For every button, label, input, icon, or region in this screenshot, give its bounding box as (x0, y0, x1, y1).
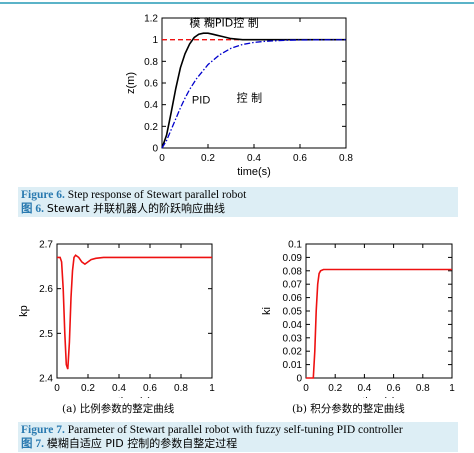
y-axis-label: kp (18, 305, 30, 317)
x-tick-label: 0.2 (328, 383, 342, 394)
top-rule (0, 2, 474, 4)
figure6-title-en: Step response of Stewart parallel robot (67, 189, 247, 201)
x-tick-label: 1 (449, 383, 455, 394)
step-response-chart: 0 0.2 0.4 0.6 0.8 0 0.2 0.4 0.6 0.8 1 1.2 time(s) z(m… (125, 14, 353, 179)
y-tick-label: 0.4 (144, 100, 158, 111)
y-tick-label: 0 (296, 374, 302, 385)
y-tick-label: 0 (152, 144, 158, 155)
y-tick-label: 0.2 (144, 122, 158, 133)
y-axis-label: z(m) (125, 72, 137, 94)
x-tick-label: 0.8 (416, 383, 430, 394)
x-tick-label: 0.4 (357, 383, 371, 394)
y-axis-label: ki (261, 307, 273, 315)
y-tick-label: 0.06 (283, 293, 303, 304)
y-tick-label: 0.04 (283, 320, 303, 331)
figure7-title-zh: 模糊自适应 PID 控制的参数自整定过程 (46, 437, 238, 450)
y-tick-label: 0.07 (283, 280, 303, 291)
annotation-control: 控 制 (237, 90, 263, 104)
figure7-label-zh: 图 7. (21, 438, 44, 450)
y-tick-label: 0.8 (144, 57, 158, 68)
subcaption-a: (a) 比例参数的整定曲线 (62, 403, 175, 415)
y-tick-label: 1 (152, 35, 158, 46)
y-tick-label: 0.03 (283, 333, 303, 344)
y-tick-label: 0.05 (283, 307, 303, 318)
series-line-0 (57, 254, 212, 370)
x-tick-label: 0 (303, 383, 309, 394)
y-tick-label: 0.1 (288, 240, 302, 251)
y-tick-label: 1.2 (144, 14, 158, 25)
figure7-title-en: Parameter of Stewart parallel robot with… (67, 424, 403, 436)
y-tick-label: 0.08 (283, 266, 303, 277)
x-tick-label: 0.6 (293, 153, 307, 164)
plot-frame (161, 17, 347, 149)
x-tick-label: 0.4 (247, 153, 261, 164)
x-tick-label: 0.8 (174, 383, 188, 394)
ki-tuning-chart: 0 0.2 0.4 0.6 0.8 1 0 0.01 0.02 0.03 0.04 0.05 0.06 0… (261, 240, 455, 399)
y-tick-label: 0.6 (144, 79, 158, 90)
y-tick-label: 2.4 (39, 374, 53, 385)
x-tick-label: 0 (54, 383, 60, 394)
subcaption-b: (b) 积分参数的整定曲线 (292, 403, 405, 415)
plot-frame (305, 243, 453, 379)
series-line-2 (161, 39, 347, 149)
x-tick-label: 0 (159, 153, 165, 164)
annotation-fuzzy-pid: 模 糊PID控 制 (189, 16, 258, 30)
figure6-label-zh: 图 6. (21, 203, 44, 215)
plot-frame (56, 243, 213, 379)
x-axis-label: time(s) (237, 166, 271, 178)
x-tick-label: 1 (209, 383, 215, 394)
series-line-1 (161, 32, 346, 149)
x-tick-label: 0.2 (201, 153, 215, 164)
figure6-title-zh: Stewart 并联机器人的阶跃响应曲线 (46, 202, 226, 215)
annotation-pid: PID (192, 95, 210, 107)
figure6-label-en: Figure 6. (21, 189, 65, 201)
y-tick-label: 2.5 (39, 329, 53, 340)
x-tick-label: 0.4 (112, 383, 126, 394)
x-axis-label: time(s) (118, 396, 152, 398)
x-axis-label: time(s) (362, 396, 396, 398)
kp-tuning-chart: 0 0.2 0.4 0.6 0.8 1 2.4 2.5 2.6 2.7 time(s) kp (18, 240, 215, 399)
x-tick-label: 0.2 (81, 383, 95, 394)
y-tick-label: 0.01 (283, 360, 303, 371)
x-tick-label: 0.6 (387, 383, 401, 394)
figure7-caption: Figure 7. Parameter of Stewart parallel … (18, 422, 458, 452)
y-tick-label: 2.7 (39, 240, 53, 251)
x-tick-label: 0.8 (339, 153, 353, 164)
figure7-label-en: Figure 7. (21, 424, 65, 436)
y-tick-label: 2.6 (39, 284, 53, 295)
x-tick-label: 0.6 (143, 383, 157, 394)
y-tick-label: 0.02 (283, 347, 303, 358)
series-line-0 (306, 268, 452, 379)
y-tick-label: 0.09 (283, 253, 303, 264)
figure6-caption: Figure 6. Step response of Stewart paral… (18, 187, 458, 217)
